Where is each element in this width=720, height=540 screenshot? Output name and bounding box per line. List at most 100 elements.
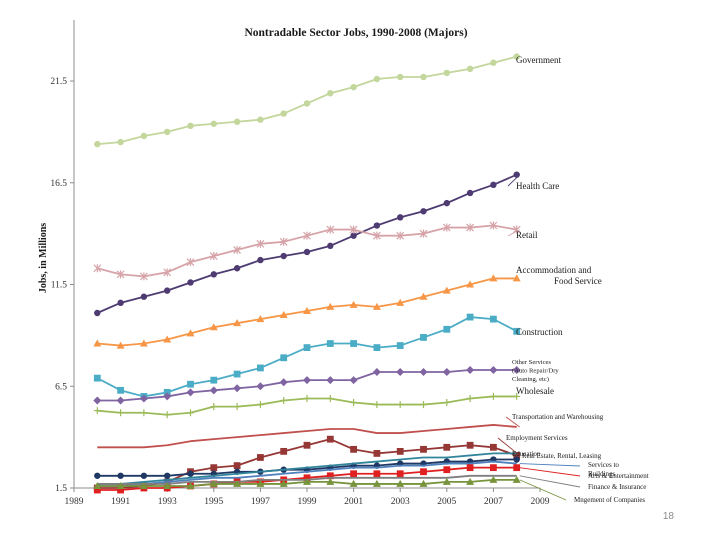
data-point <box>350 340 357 347</box>
data-point <box>442 477 451 485</box>
data-point <box>117 386 124 394</box>
data-point <box>164 472 171 479</box>
data-point <box>396 479 405 487</box>
x-tick-label: 1999 <box>298 497 317 507</box>
data-point <box>280 354 288 362</box>
data-point <box>303 231 311 240</box>
series-1 <box>94 171 520 317</box>
data-point <box>93 264 102 273</box>
series-label-1: Health Care <box>516 181 559 191</box>
data-point <box>512 274 521 282</box>
x-tick-label: 1997 <box>251 497 270 507</box>
data-point <box>279 311 288 319</box>
data-point <box>209 479 218 487</box>
data-point <box>257 454 264 461</box>
series-label-14: Mngement of Companies <box>574 496 645 504</box>
series-line <box>97 460 517 487</box>
data-point <box>443 466 451 474</box>
data-point <box>489 365 498 374</box>
data-point <box>466 65 474 73</box>
series-3 <box>93 274 521 349</box>
data-point <box>93 407 101 415</box>
series-10 <box>97 452 517 485</box>
series-14 <box>93 475 521 489</box>
series-6 <box>93 392 521 419</box>
data-point <box>489 475 498 483</box>
data-point <box>303 306 311 314</box>
data-point <box>303 376 311 385</box>
data-point <box>513 53 520 60</box>
x-tick-label: 2009 <box>531 497 550 507</box>
data-point <box>279 237 288 246</box>
data-point <box>326 472 334 480</box>
data-point <box>163 268 172 277</box>
series-label-12: Arts & Entertainment <box>588 472 649 480</box>
data-point <box>443 399 451 407</box>
data-point <box>326 225 335 234</box>
data-point <box>512 475 521 483</box>
data-point <box>466 441 474 449</box>
x-tick-label: 2003 <box>391 497 410 507</box>
data-point <box>233 265 241 272</box>
data-point <box>442 368 451 377</box>
data-point <box>139 394 148 403</box>
data-point <box>512 225 521 234</box>
series-label-8: Employment Services <box>506 434 568 442</box>
series-2 <box>93 221 521 281</box>
data-point <box>279 479 288 487</box>
data-point <box>140 132 148 140</box>
data-point <box>443 325 451 333</box>
series-label-2: Retail <box>516 230 538 240</box>
data-point <box>233 319 242 327</box>
label-leader-line <box>507 174 521 187</box>
series-7 <box>97 424 517 449</box>
data-point <box>442 286 451 294</box>
data-point <box>490 315 497 323</box>
data-point <box>466 223 475 232</box>
data-point <box>303 441 311 449</box>
series-label-9: Education <box>512 450 541 458</box>
label-leader-line <box>505 416 520 428</box>
data-point <box>466 280 475 288</box>
data-point <box>372 368 381 377</box>
data-point <box>396 368 405 377</box>
data-point <box>163 388 171 396</box>
data-point <box>303 394 311 402</box>
data-point <box>187 279 194 286</box>
data-point <box>233 370 241 378</box>
data-point <box>396 447 404 455</box>
data-point <box>303 248 311 256</box>
data-point <box>419 479 428 487</box>
data-point <box>466 365 475 374</box>
data-point <box>186 481 195 489</box>
data-point <box>513 452 521 459</box>
data-point <box>303 344 311 351</box>
data-point <box>256 382 265 391</box>
data-point <box>513 464 521 472</box>
data-point <box>164 128 171 136</box>
data-point <box>140 472 148 479</box>
data-point <box>116 341 125 349</box>
data-point <box>186 329 195 337</box>
data-point <box>489 392 497 400</box>
axes: 1.5 6.5 11.5 16.5 21.5 1989 1991 1993 1995 1997 19… <box>50 20 550 507</box>
data-point <box>257 256 264 264</box>
data-point <box>489 274 498 282</box>
data-point <box>466 189 474 197</box>
label-leader-line <box>519 475 581 488</box>
data-point <box>210 464 218 472</box>
slide-number: 18 <box>662 511 674 522</box>
data-point <box>349 300 358 308</box>
series-label-line: Other Services <box>512 359 551 366</box>
series-label-line: Accommodation and <box>516 265 592 275</box>
series-label-0: Government <box>516 55 561 65</box>
data-point <box>93 339 102 347</box>
data-point <box>93 481 102 489</box>
data-point <box>350 399 358 407</box>
data-point <box>513 456 520 463</box>
data-point <box>210 271 217 278</box>
series-0 <box>94 53 520 148</box>
data-point <box>163 392 172 401</box>
data-point <box>257 116 264 123</box>
